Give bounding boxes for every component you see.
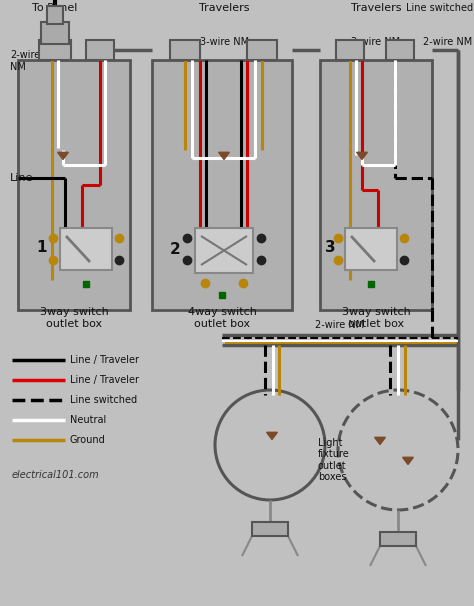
Polygon shape — [266, 432, 277, 439]
Text: 2-wire NM: 2-wire NM — [315, 320, 365, 330]
Text: electrical101.com: electrical101.com — [12, 470, 100, 480]
Text: 2: 2 — [170, 242, 181, 258]
Bar — [60, 228, 112, 270]
Polygon shape — [58, 152, 68, 159]
Bar — [39, 40, 71, 60]
Text: Line switched: Line switched — [406, 3, 474, 13]
Text: 3way switch
outlet box: 3way switch outlet box — [40, 307, 109, 329]
Polygon shape — [356, 152, 367, 159]
Bar — [170, 40, 200, 60]
Bar — [380, 532, 416, 546]
Bar — [18, 60, 130, 310]
Text: 2-wire NM: 2-wire NM — [423, 37, 473, 47]
Bar — [336, 40, 364, 60]
Bar — [195, 228, 253, 273]
Text: 3: 3 — [325, 241, 335, 256]
Text: 2-wire
NM: 2-wire NM — [10, 50, 40, 72]
Text: Ground: Ground — [70, 435, 106, 445]
Text: Line switched: Line switched — [70, 395, 137, 405]
Polygon shape — [219, 152, 229, 159]
Bar — [41, 22, 69, 44]
Text: Neutral: Neutral — [70, 415, 106, 425]
Bar — [47, 6, 63, 24]
Text: Line: Line — [10, 173, 33, 183]
Bar — [152, 60, 292, 310]
Text: Travelers: Travelers — [351, 3, 401, 13]
Bar — [86, 40, 114, 60]
Text: 3way switch
outlet box: 3way switch outlet box — [342, 307, 410, 329]
Text: 3-wire NM: 3-wire NM — [351, 37, 401, 47]
Bar — [345, 228, 397, 270]
Text: 1: 1 — [37, 241, 47, 256]
Bar — [252, 522, 288, 536]
Text: Light
fixture
outlet
boxes: Light fixture outlet boxes — [318, 438, 350, 482]
Text: To Panel: To Panel — [32, 3, 78, 13]
Text: 4way switch
outlet box: 4way switch outlet box — [188, 307, 256, 329]
Polygon shape — [374, 438, 385, 444]
Text: Line / Traveler: Line / Traveler — [70, 355, 139, 365]
Bar — [386, 40, 414, 60]
Text: Travelers: Travelers — [199, 3, 249, 13]
Text: 3-wire NM: 3-wire NM — [201, 37, 250, 47]
Bar — [247, 40, 277, 60]
Polygon shape — [402, 458, 413, 465]
Bar — [320, 60, 432, 310]
Text: Line / Traveler: Line / Traveler — [70, 375, 139, 385]
